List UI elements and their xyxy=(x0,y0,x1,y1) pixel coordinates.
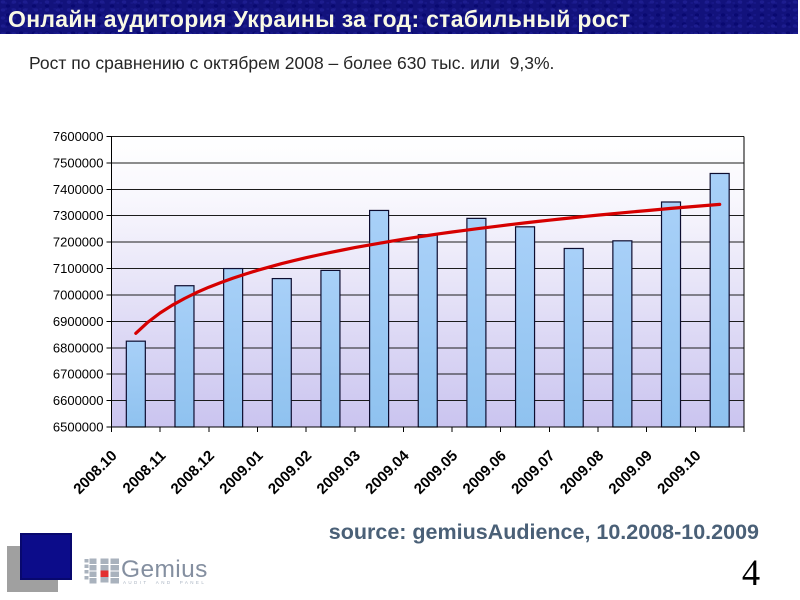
svg-text:2009.04: 2009.04 xyxy=(362,447,413,498)
svg-text:2009.01: 2009.01 xyxy=(216,447,266,497)
svg-text:6500000: 6500000 xyxy=(53,420,104,435)
svg-text:7300000: 7300000 xyxy=(53,208,104,223)
svg-text:7100000: 7100000 xyxy=(53,261,104,276)
svg-text:2009.07: 2009.07 xyxy=(508,447,558,497)
svg-text:2009.09: 2009.09 xyxy=(605,447,655,497)
svg-text:7600000: 7600000 xyxy=(53,129,104,144)
svg-text:7500000: 7500000 xyxy=(53,155,104,170)
svg-text:6700000: 6700000 xyxy=(53,367,104,382)
svg-text:6600000: 6600000 xyxy=(53,393,104,408)
svg-text:2009.03: 2009.03 xyxy=(314,447,364,497)
svg-text:2009.02: 2009.02 xyxy=(265,447,315,497)
svg-text:7400000: 7400000 xyxy=(53,182,104,197)
svg-text:6800000: 6800000 xyxy=(53,340,104,355)
svg-text:2009.05: 2009.05 xyxy=(411,447,461,497)
svg-text:2008.12: 2008.12 xyxy=(168,447,218,497)
svg-text:2008.11: 2008.11 xyxy=(120,447,170,497)
svg-text:2009.06: 2009.06 xyxy=(460,447,510,497)
svg-text:6900000: 6900000 xyxy=(53,314,104,329)
svg-text:2008.10: 2008.10 xyxy=(70,447,120,497)
svg-text:2009.10: 2009.10 xyxy=(654,447,704,497)
svg-text:7000000: 7000000 xyxy=(53,287,104,302)
svg-text:7200000: 7200000 xyxy=(53,235,104,250)
svg-text:2009.08: 2009.08 xyxy=(557,447,607,497)
